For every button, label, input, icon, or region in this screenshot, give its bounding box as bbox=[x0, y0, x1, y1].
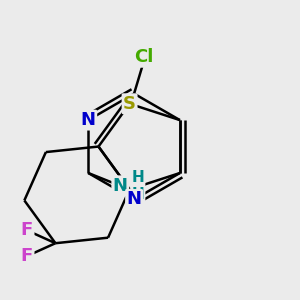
Text: N: N bbox=[81, 111, 96, 129]
Text: Cl: Cl bbox=[134, 48, 153, 66]
Text: S: S bbox=[123, 95, 136, 113]
Text: H: H bbox=[131, 170, 144, 185]
Text: F: F bbox=[21, 221, 33, 239]
Text: N: N bbox=[127, 190, 142, 208]
Text: F: F bbox=[21, 247, 33, 265]
Text: H: H bbox=[131, 187, 144, 202]
Text: N: N bbox=[113, 177, 128, 195]
